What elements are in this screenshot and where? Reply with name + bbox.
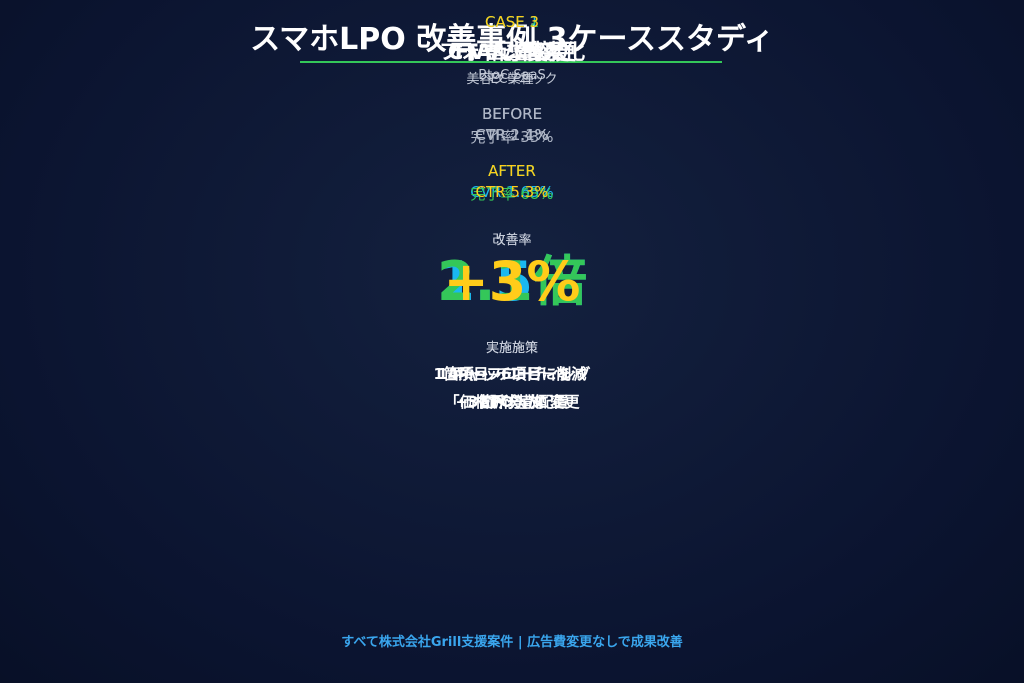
improvement-value: 2.1倍 <box>437 250 587 313</box>
card-subtitle: BtoC SaaS <box>478 68 546 83</box>
card-subtitle: 美容クリニック <box>466 72 558 87</box>
measure-line: 「価格訴求」に変更 <box>444 393 580 411</box>
measures-label: 実施施策 <box>485 341 538 356</box>
improvement-label: 改善率 <box>492 233 532 248</box>
after-label: AFTER <box>488 162 536 180</box>
before-value: CVR 1.1% <box>474 126 550 144</box>
measure-line: EFO実施 <box>480 393 544 411</box>
improvement-label: 改善率 <box>492 233 532 248</box>
before-label: BEFORE <box>481 105 543 123</box>
footer-note: すべて株式会社Grill支援案件 | 広告費変更なしで成果改善 <box>341 635 683 650</box>
measure-line: 14項目→6項目に削減 <box>437 365 587 383</box>
before-label: BEFORE <box>481 105 543 123</box>
after-value: 完了率 68% <box>470 185 554 203</box>
measure-line: 1箇所→フローティング <box>433 365 591 383</box>
before-label: BEFORE <box>481 105 543 123</box>
card-title: CTA配置変更 <box>447 40 577 64</box>
page-title: スマホLPO 改善事例 3ケーススタディ <box>250 22 774 57</box>
case-label: CASE 1 <box>484 13 540 31</box>
case-label: CASE 3 <box>484 13 540 31</box>
card-subtitle: EC業種 <box>490 72 534 87</box>
after-label: AFTER <box>488 162 536 180</box>
improvement-label: 改善率 <box>492 233 532 248</box>
after-label: AFTER <box>488 162 536 180</box>
measure-line: キャッチコピーを <box>451 365 572 383</box>
after-value: CVR 1.65% <box>470 183 554 201</box>
card-title: フォーム簡素化 <box>438 40 586 64</box>
improvement-value: +3% <box>443 250 581 313</box>
improvement-value: 1.5倍 <box>437 250 587 313</box>
after-value: CTR 5.3% <box>475 183 549 201</box>
card-title: FV訴求変更 <box>454 40 570 64</box>
title-underline <box>300 61 722 63</box>
measure-line: +3箇所分散配置 <box>455 393 569 411</box>
before-value: 完了率 33% <box>470 128 554 146</box>
measures-label: 実施施策 <box>485 341 538 356</box>
before-value: CTR 2.4% <box>475 126 549 144</box>
measures-label: 実施施策 <box>485 341 538 356</box>
case-label: CASE 2 <box>484 13 540 31</box>
